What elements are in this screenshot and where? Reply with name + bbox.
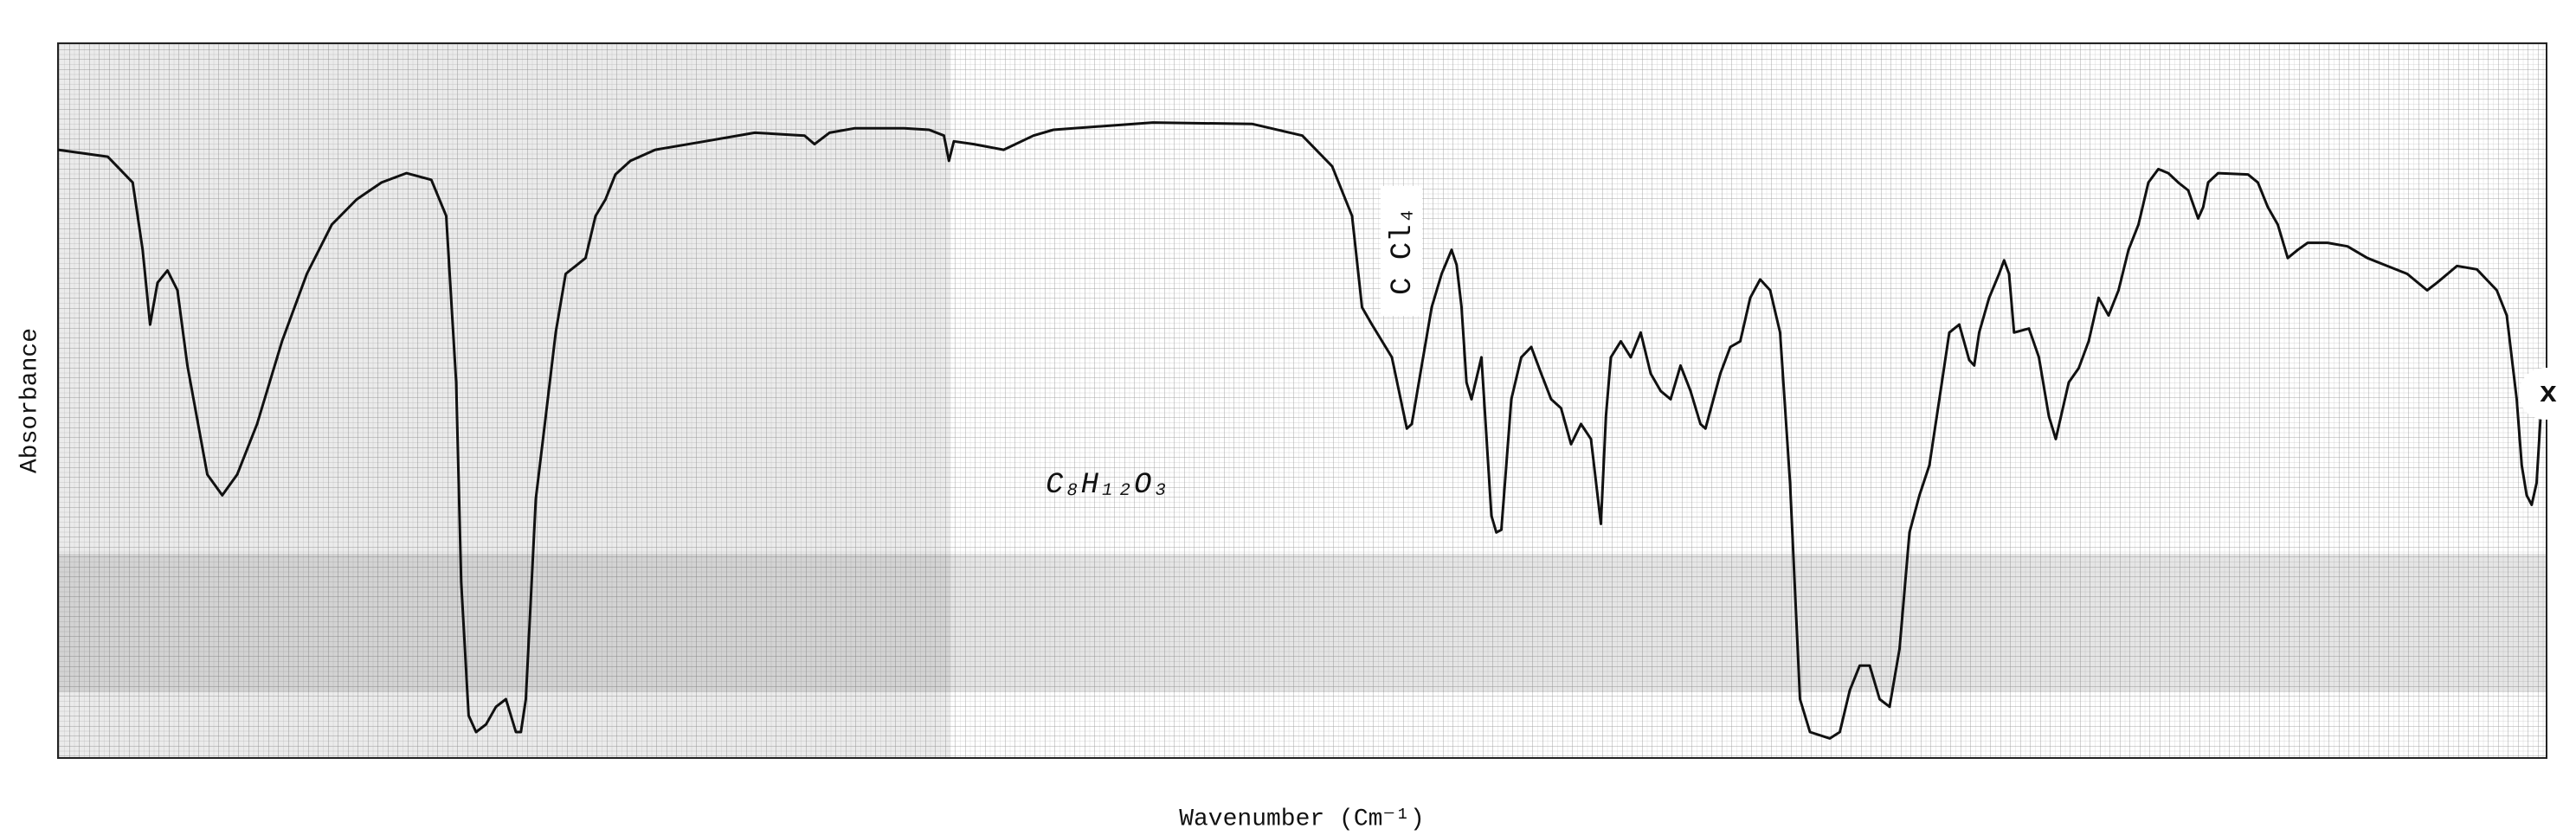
annotation: C Cl₄ <box>1387 207 1420 295</box>
x-axis-title: Wavenumber (Cm⁻¹) <box>1179 806 1425 831</box>
annotation: C₈H₁₂O₃ <box>1046 469 1169 502</box>
note-bg <box>1381 186 1422 316</box>
note-bg <box>2519 368 2571 420</box>
annotation: x <box>2540 378 2557 411</box>
paper-grid <box>58 43 2547 758</box>
y-axis-title: Absorbance <box>16 328 43 473</box>
paper-shade <box>58 43 950 758</box>
spectrum-line <box>57 121 2543 740</box>
marks <box>57 121 2543 740</box>
paper-band <box>58 554 2547 692</box>
